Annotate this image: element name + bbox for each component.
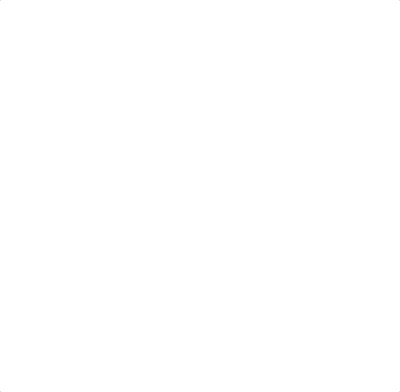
Y-axis label: MIDAS score: MIDAS score [218,291,224,334]
Title: Migraine pain killer intake: Migraine pain killer intake [38,229,184,239]
Y-axis label: Headache days/month: Headache days/month [16,52,22,131]
Title: Migraine related disability: Migraine related disability [244,229,390,239]
Y-axis label: NRS score: NRS score [222,73,228,109]
Title: Migraine pain intensity: Migraine pain intensity [253,7,381,17]
Y-axis label: Pain killers/month: Pain killers/month [16,281,22,344]
Title: Migraine attacks frequency: Migraine attacks frequency [35,7,187,17]
